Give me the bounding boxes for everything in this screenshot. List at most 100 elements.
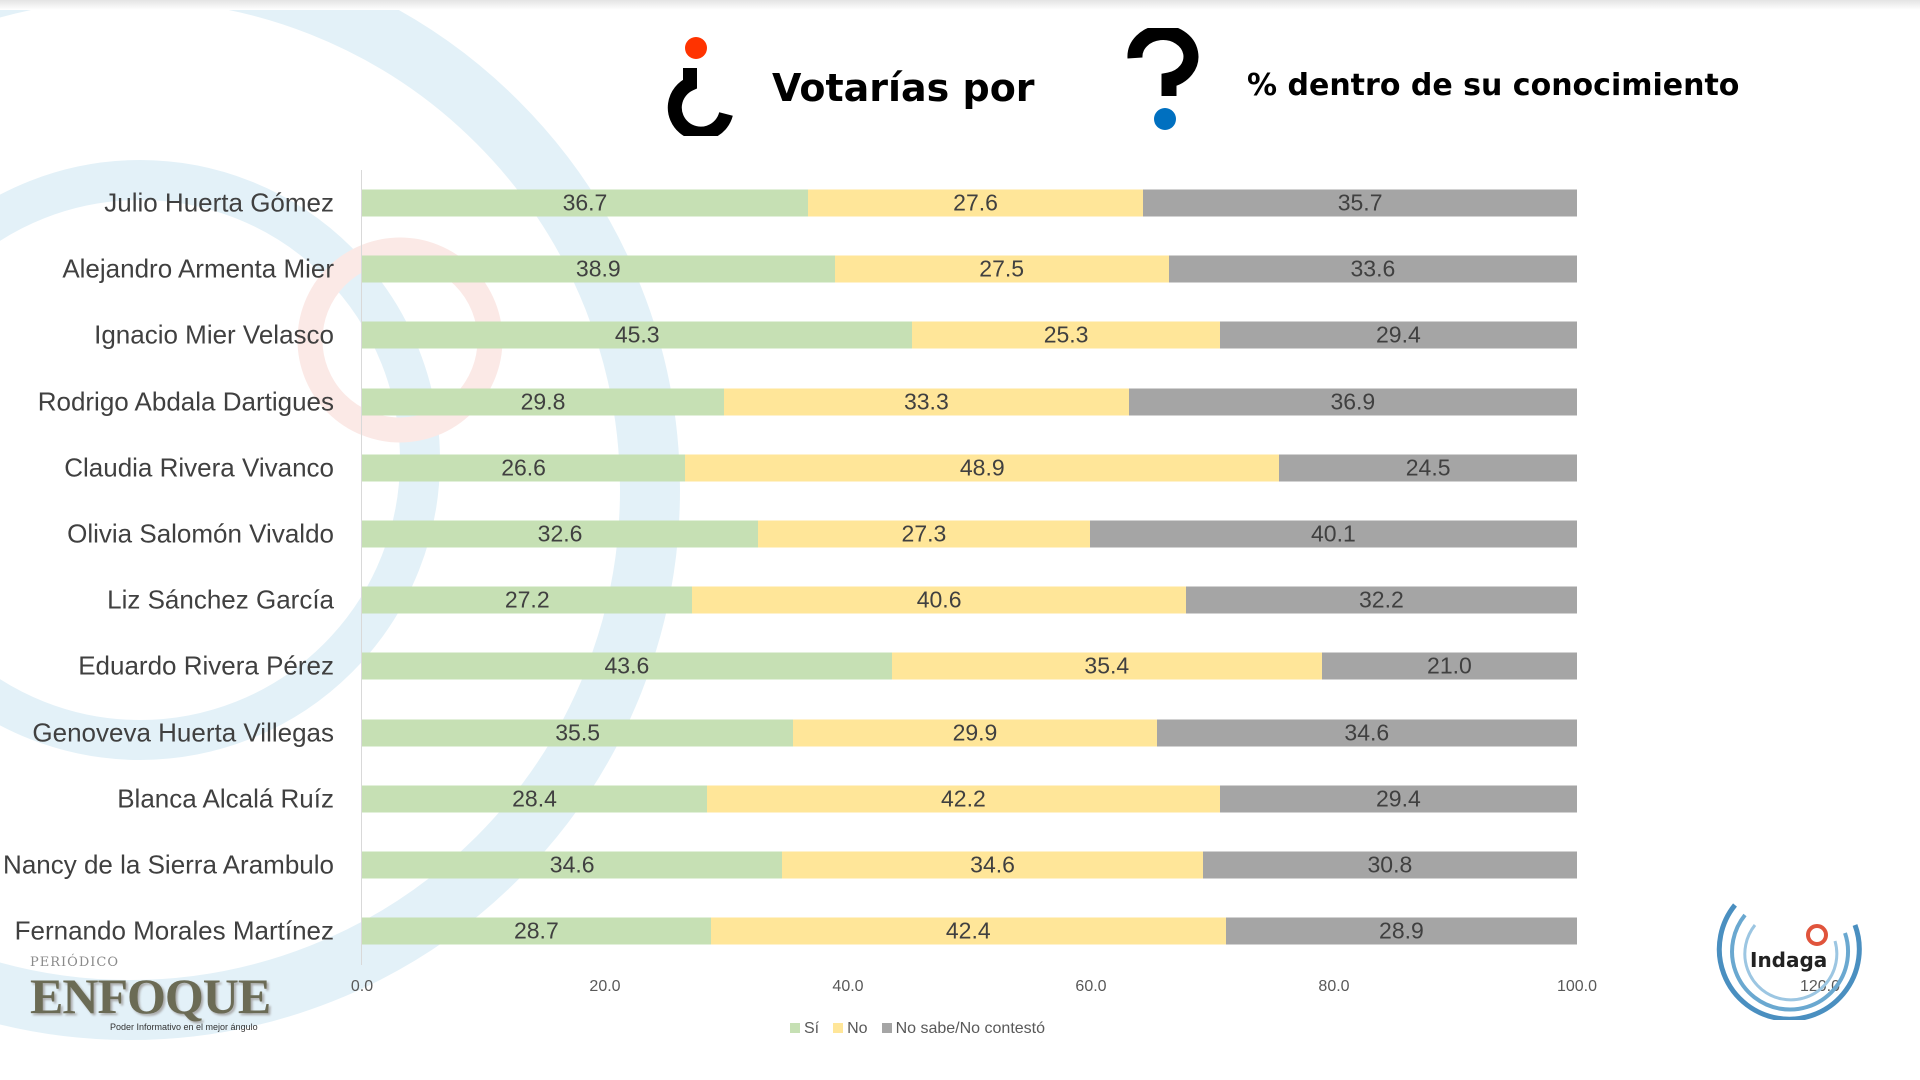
data-label: 33.3 [903,388,949,415]
enfoque-logo: PERIÓDICO ENFOQUE Poder Informativo en e… [30,955,271,1032]
indaga-logo: Indaga [1716,903,1862,1020]
bar-segment-no: 27.6 [807,189,1144,217]
data-label: 27.5 [979,255,1025,282]
data-label: 36.9 [1330,388,1376,415]
bar-segment-no: 27.5 [834,255,1169,283]
data-label: 29.4 [1376,785,1421,812]
data-label: 34.6 [1344,719,1390,746]
x-tick-label: 100.0 [1556,978,1598,995]
bar-segment-no: 42.2 [707,785,1220,813]
data-label: 30.8 [1367,851,1413,878]
bar-segment-no: 34.6 [782,851,1203,879]
data-label: 34.6 [549,851,595,878]
data-label: 42.2 [941,785,986,812]
bar-segment-nosabe: 40.1 [1089,520,1577,548]
category-label: Ignacio Mier Velasco [94,319,334,350]
bar-segment-nosabe: 21.0 [1321,652,1577,680]
data-label: 29.8 [520,388,566,415]
x-tick-label: 120.0 [1799,978,1841,995]
bar-segment-nosabe: 24.5 [1279,454,1577,482]
bar-segment-no: 33.3 [724,388,1129,416]
enfoque-logo-text: ENFOQUE [30,968,271,1024]
data-label: 21.0 [1427,652,1472,679]
data-label: 32.2 [1358,586,1404,613]
data-label: 27.2 [504,586,550,613]
legend-item-nosabe: No sabe/No contestó [881,1020,1045,1038]
data-label: 27.3 [901,520,947,547]
x-tick-label: 40.0 [832,978,864,995]
legend-label: Sí [804,1020,820,1037]
bar-segment-no: 40.6 [692,586,1186,614]
data-label: 29.9 [952,719,998,746]
legend-swatch [881,1023,892,1033]
data-label: 35.4 [1084,652,1130,679]
data-label: 35.5 [555,719,601,746]
data-label: 40.1 [1311,520,1356,547]
category-label: Liz Sánchez García [107,584,334,615]
data-label: 24.5 [1405,454,1451,481]
top-shade [0,0,1920,10]
category-label: Claudia Rivera Vivanco [64,452,334,483]
bar-segment-no: 27.3 [758,520,1090,548]
data-label: 48.9 [959,454,1005,481]
indaga-logo-text: Indaga [1750,948,1827,972]
enfoque-logo-top: PERIÓDICO [30,955,119,970]
category-label: Blanca Alcalá Ruíz [117,783,334,814]
category-label: Rodrigo Abdala Dartigues [37,386,334,417]
bar-segment-si: 26.6 [362,454,686,482]
category-label: Alejandro Armenta Mier [62,253,334,284]
data-label: 38.9 [575,255,621,282]
bar-segment-nosabe: 35.7 [1143,189,1577,217]
bar-segment-si: 28.4 [362,785,708,813]
category-label: Fernando Morales Martínez [14,915,334,946]
bar-segment-nosabe: 34.6 [1156,719,1577,747]
bar-segment-no: 25.3 [912,321,1220,349]
legend-item-si: Sí [790,1020,819,1038]
bar-segment-no: 35.4 [891,652,1322,680]
bar-segment-si: 35.5 [362,719,794,747]
legend-label: No sabe/No contestó [895,1020,1045,1037]
data-label: 32.6 [537,520,583,547]
category-label: Genoveva Huerta Villegas [32,717,334,748]
bar-segment-si: 43.6 [362,652,892,680]
bar-segment-si: 27.2 [362,586,693,614]
bar-segment-no: 42.4 [710,917,1226,945]
bar-segment-nosabe: 28.9 [1225,917,1577,945]
data-label: 27.6 [953,189,998,216]
bar-segment-si: 28.7 [362,917,711,945]
bar-segment-nosabe: 29.4 [1219,785,1577,813]
data-label: 26.6 [501,454,546,481]
legend-swatch [790,1023,800,1033]
bar-segment-si: 34.6 [362,851,783,879]
data-label: 25.3 [1043,321,1089,348]
bar-segment-nosabe: 29.4 [1219,321,1577,349]
question-icon [1127,28,1199,130]
title-subtitle: % dentro de su conocimiento [1247,68,1740,103]
data-label: 33.6 [1350,255,1396,282]
bar-segment-si: 29.8 [362,388,725,416]
x-tick-label: 0.0 [350,978,374,995]
category-label: Julio Huerta Gómez [104,187,334,218]
data-label: 36.7 [562,189,608,216]
legend-swatch [833,1023,844,1033]
data-label: 34.6 [970,851,1015,878]
category-label: Nancy de la Sierra Arambulo [3,849,334,880]
data-label: 40.6 [916,586,962,613]
bar-segment-nosabe: 33.6 [1168,255,1577,283]
data-label: 28.7 [513,917,559,944]
legend-item-no: No [833,1020,868,1038]
bar-segment-si: 45.3 [362,321,913,349]
data-label: 28.9 [1379,917,1424,944]
bar-segment-si: 32.6 [362,520,759,548]
legend: Sí No No sabe/No contestó [790,1020,1045,1038]
x-tick-label: 80.0 [1318,978,1350,995]
enfoque-slogan: Poder Informativo en el mejor ángulo [110,1022,258,1032]
legend-label: No [847,1020,868,1037]
data-label: 45.3 [614,321,660,348]
category-axis-line [361,170,362,965]
x-tick-label: 60.0 [1075,978,1107,995]
bar-segment-si: 38.9 [362,255,835,283]
data-label: 28.4 [512,785,557,812]
bar-segment-nosabe: 32.2 [1185,586,1577,614]
bar-segment-nosabe: 36.9 [1128,388,1577,416]
